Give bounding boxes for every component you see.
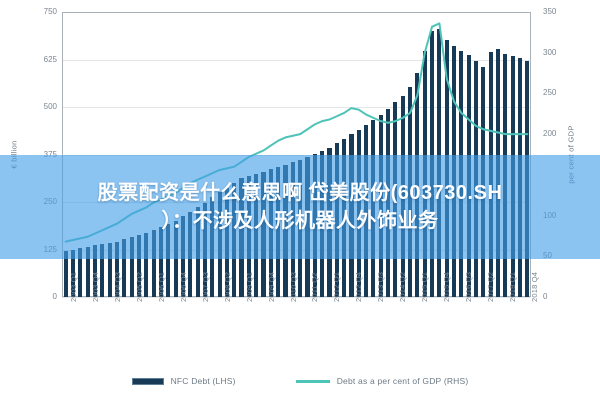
x-axis-tick-label: 2018 Q4 [530,271,540,302]
bar [85,246,90,297]
y-axis-left-tick-label: 500 [43,102,57,111]
legend-bar-swatch-icon [131,377,164,385]
x-axis-tick-label: 2013 Q3 [376,271,386,302]
legend-item-nfc-debt: NFC Debt (LHS) [131,376,236,386]
x-axis-tick-label: 2015 Q4 [442,271,452,302]
plot-area-border [62,12,531,297]
x-axis-tick-label: 2005 Q2 [134,271,144,302]
legend-line-swatch-icon [295,379,330,383]
bar [173,221,178,297]
bar [114,241,119,297]
bar [151,230,156,297]
legend-label-debt-pct-gdp: Debt as a per cent of GDP (RHS) [336,376,469,386]
bar [129,236,134,297]
x-axis-tick-label: 2007 Q3 [200,271,210,302]
y-axis-right-tick-label: 250 [543,88,557,98]
y-axis-left-tick-label: 0 [52,292,57,301]
bar [92,245,98,297]
x-axis-tick-label: 2017 Q2 [486,271,496,302]
y-axis-right-tick-label: 200 [543,129,557,139]
bar [144,233,149,297]
x-axis-tick-label: 2015 Q1 [420,271,430,302]
x-axis-tick-label: 2008 Q2 [222,271,232,302]
chart-legend: NFC Debt (LHS) Debt as a per cent of GDP… [0,372,600,390]
legend-label-nfc-debt: NFC Debt (LHS) [170,376,236,386]
bar [166,224,171,297]
x-axis-tick-label: 2009 Q1 [244,271,254,302]
x-axis-tick-label: 2004 Q3 [112,271,122,302]
x-axis-tick-label: 2016 Q3 [464,271,474,302]
legend-item-debt-pct-gdp: Debt as a per cent of GDP (RHS) [295,376,469,386]
x-axis-tick-label: 2006 Q4 [178,271,188,302]
y-axis-right-tick-label: 100 [543,210,557,220]
line-series-debt-pct-gdp [64,22,529,243]
y-axis-right-tick-label: 50 [543,251,552,261]
bar [136,235,141,297]
bar [158,227,163,297]
x-axis-tick-label: 2012 Q1 [332,271,342,302]
x-axis-tick-label: 2018 Q1 [508,271,518,302]
y-axis-left-tick-label: 375 [43,149,57,159]
x-axis-tick-label: 2003 Q4 [90,271,100,302]
y-axis-left-tick-label: 625 [43,54,57,64]
bar [63,250,68,297]
gridline [62,107,531,108]
x-axis-tick-label: 2006 Q1 [156,271,166,302]
y-axis-left-tick-label: 750 [43,7,57,16]
gridline [62,297,531,298]
gridline [62,59,531,61]
y-axis-right-tick-label: 0 [543,292,548,301]
y-axis-left-tick-label: 125 [43,244,57,254]
x-axis-tick-label: 2009 Q4 [266,271,276,302]
bar [100,244,105,297]
x-axis-tick-label: 2014 Q2 [398,271,408,302]
x-axis-tick-label: 2011 Q2 [310,272,320,302]
bar [122,239,127,297]
x-axis-tick-label: 2012 Q4 [354,271,364,302]
x-axis-tick-label: 2003 Q1 [68,271,78,302]
bar [70,249,76,297]
y-axis-right-tick-label: 350 [543,7,557,16]
bar [78,248,83,297]
x-axis-tick-label: 2010 Q3 [288,271,298,302]
bar [107,243,112,297]
y-axis-left-tick-label: 250 [43,197,57,206]
y-axis-right-tick-label: 300 [543,47,557,57]
